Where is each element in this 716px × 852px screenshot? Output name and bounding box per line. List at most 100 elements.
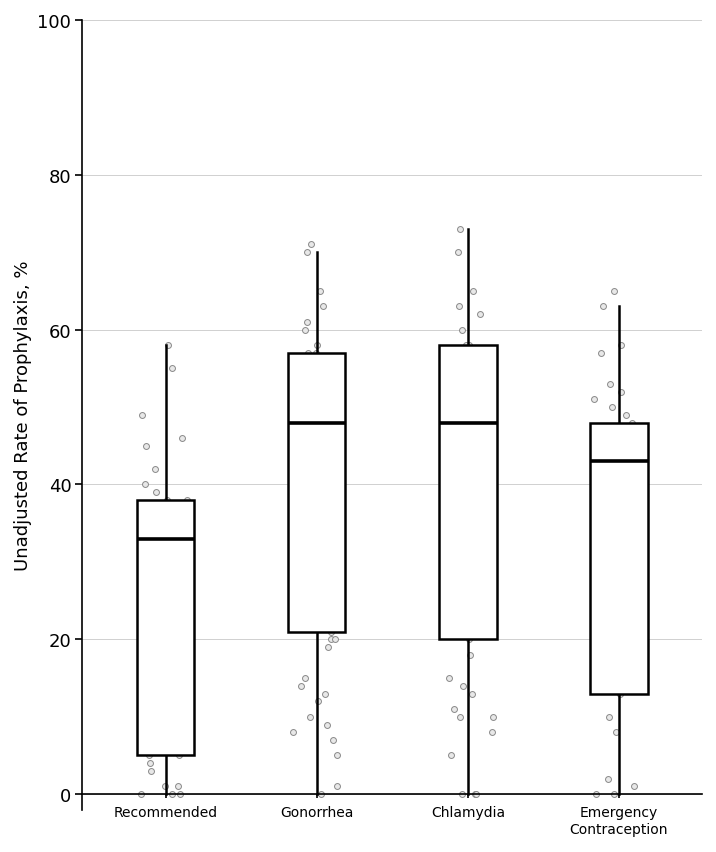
Point bbox=[311, 424, 322, 438]
Point bbox=[619, 671, 631, 685]
Point bbox=[331, 749, 342, 763]
Point bbox=[181, 493, 193, 507]
Point bbox=[145, 764, 157, 778]
Point bbox=[165, 664, 177, 677]
Point bbox=[299, 478, 310, 492]
Point bbox=[470, 787, 482, 801]
Point bbox=[174, 787, 185, 801]
Point bbox=[139, 741, 150, 755]
Point bbox=[470, 787, 481, 801]
Point bbox=[609, 787, 620, 801]
Point bbox=[611, 455, 622, 469]
Point bbox=[324, 517, 335, 531]
Point bbox=[301, 316, 313, 330]
Point bbox=[611, 501, 622, 515]
Point bbox=[314, 285, 325, 298]
Point bbox=[623, 633, 634, 647]
Point bbox=[438, 417, 450, 430]
Point bbox=[596, 463, 608, 476]
Point bbox=[142, 749, 154, 763]
Point bbox=[465, 408, 476, 422]
Point bbox=[311, 393, 322, 406]
Point bbox=[167, 787, 178, 801]
Point bbox=[603, 710, 614, 723]
Point bbox=[454, 223, 465, 237]
Point bbox=[311, 339, 323, 353]
Point bbox=[488, 556, 499, 569]
Point bbox=[183, 734, 195, 747]
Point bbox=[287, 594, 299, 607]
Point bbox=[160, 671, 172, 685]
Point bbox=[309, 400, 321, 414]
Point bbox=[177, 432, 188, 446]
Point bbox=[163, 339, 174, 353]
Bar bbox=[439, 346, 497, 640]
Bar bbox=[590, 423, 648, 694]
Point bbox=[622, 455, 634, 469]
Point bbox=[598, 478, 609, 492]
Point bbox=[465, 648, 476, 662]
Point bbox=[474, 432, 485, 446]
Point bbox=[475, 308, 486, 321]
Point bbox=[620, 432, 632, 446]
Point bbox=[294, 440, 306, 453]
Point bbox=[608, 285, 619, 298]
Point bbox=[486, 726, 498, 740]
Point bbox=[173, 780, 184, 793]
Point bbox=[150, 486, 162, 499]
Point bbox=[631, 486, 642, 499]
Point bbox=[321, 718, 332, 732]
Point bbox=[589, 393, 600, 406]
Point bbox=[460, 339, 472, 353]
Point bbox=[166, 525, 178, 538]
Point bbox=[629, 618, 641, 631]
Point bbox=[456, 400, 468, 414]
Point bbox=[298, 478, 309, 492]
Point bbox=[329, 633, 340, 647]
Point bbox=[614, 432, 625, 446]
Point bbox=[463, 339, 475, 353]
Point bbox=[150, 463, 161, 476]
Point bbox=[176, 664, 188, 677]
Point bbox=[638, 625, 649, 639]
Point bbox=[318, 417, 329, 430]
Point bbox=[476, 618, 488, 631]
Point bbox=[443, 671, 455, 685]
Point bbox=[157, 532, 168, 546]
Point bbox=[597, 300, 609, 314]
Point bbox=[171, 656, 183, 670]
Point bbox=[634, 517, 646, 531]
Point bbox=[448, 478, 460, 492]
Point bbox=[156, 532, 168, 546]
Point bbox=[454, 300, 465, 314]
Point bbox=[448, 702, 460, 716]
Point bbox=[637, 447, 648, 461]
Point bbox=[602, 772, 614, 786]
Point bbox=[145, 757, 156, 770]
Point bbox=[322, 641, 334, 654]
Point bbox=[310, 347, 321, 360]
Point bbox=[317, 300, 329, 314]
Point bbox=[135, 726, 146, 740]
Point bbox=[320, 385, 332, 399]
Point bbox=[620, 408, 632, 422]
Point bbox=[449, 455, 460, 469]
Point bbox=[627, 641, 639, 654]
Point bbox=[472, 424, 483, 438]
Point bbox=[467, 687, 478, 700]
Point bbox=[485, 594, 496, 607]
Point bbox=[306, 239, 317, 252]
Point bbox=[332, 780, 343, 793]
Point bbox=[628, 780, 639, 793]
Point bbox=[299, 370, 311, 383]
Point bbox=[334, 463, 346, 476]
Point bbox=[301, 246, 313, 260]
Point bbox=[454, 710, 465, 723]
Point bbox=[319, 377, 330, 391]
Point bbox=[458, 679, 469, 693]
Point bbox=[169, 540, 180, 554]
Point bbox=[168, 509, 179, 522]
Point bbox=[314, 447, 326, 461]
Point bbox=[611, 726, 622, 740]
Point bbox=[181, 594, 193, 607]
